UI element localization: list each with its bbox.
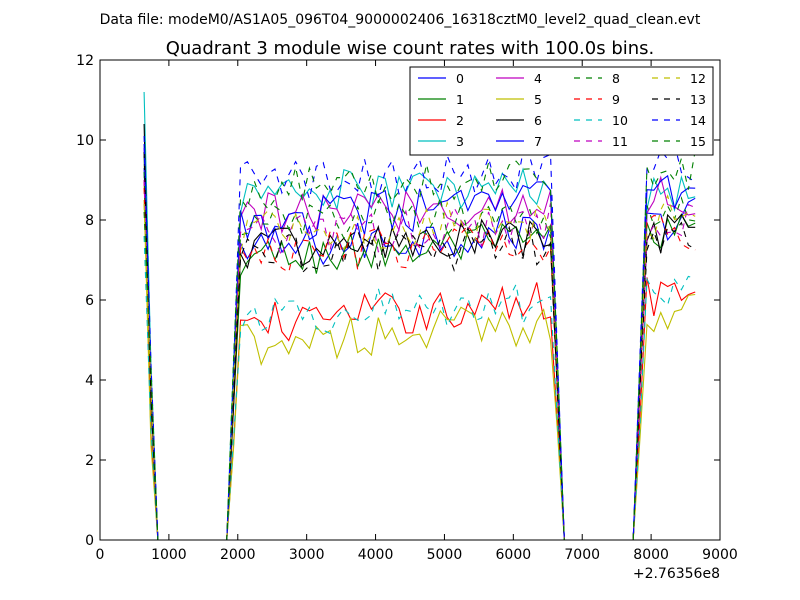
x-tick-label: 2000 — [220, 547, 256, 563]
x-offset-label: +2.76356e8 — [633, 566, 720, 582]
series-line-13 — [143, 151, 696, 540]
series-line-7 — [143, 143, 696, 540]
x-tick-label: 6000 — [496, 547, 532, 563]
x-tick-label: 5000 — [427, 547, 463, 563]
legend-label: 3 — [456, 134, 464, 149]
x-tick-label: 3000 — [289, 547, 325, 563]
series-line-14 — [143, 135, 696, 540]
legend-label: 0 — [456, 71, 464, 86]
x-tick-label: 7000 — [564, 547, 600, 563]
axes: 0 1000 2000 3000 4000 5000 6000 7000 8000 9000 0 2 4… — [76, 53, 738, 563]
y-tick-label: 6 — [85, 293, 94, 309]
y-tick-label: 8 — [85, 213, 94, 229]
series-line-5 — [143, 199, 696, 540]
series-line-9 — [143, 187, 696, 540]
y-tick-label: 4 — [85, 373, 94, 389]
plot-area — [143, 91, 696, 540]
legend-label: 1 — [456, 92, 464, 107]
legend-label: 13 — [690, 92, 706, 107]
series-line-8 — [143, 171, 696, 540]
series-line-3 — [143, 91, 696, 540]
y-tick-label: 2 — [85, 453, 94, 469]
legend-label: 12 — [690, 71, 706, 86]
legend-label: 15 — [690, 134, 706, 149]
x-tick-label: 1000 — [151, 547, 187, 563]
y-tick-label: 12 — [76, 53, 94, 69]
suptitle: Data file: modeM0/AS1A05_096T04_90000024… — [100, 12, 701, 28]
chart-title: Quadrant 3 module wise count rates with … — [166, 38, 655, 59]
series-line-15 — [143, 150, 696, 540]
legend-label: 4 — [534, 71, 542, 86]
series-line-6 — [143, 123, 696, 540]
series-line-10 — [143, 235, 696, 540]
legend-box — [409, 66, 714, 156]
legend-label: 10 — [612, 113, 628, 128]
x-tick-label: 4000 — [358, 547, 394, 563]
legend-label: 9 — [612, 92, 620, 107]
x-tick-label: 0 — [96, 547, 105, 563]
y-tick-label: 10 — [76, 133, 94, 149]
legend-label: 11 — [612, 134, 628, 149]
x-tick-label: 9000 — [702, 547, 738, 563]
legend-label: 14 — [690, 113, 706, 128]
legend-label: 7 — [534, 134, 542, 149]
x-tick-label: 8000 — [633, 547, 669, 563]
legend-label: 6 — [534, 113, 542, 128]
legend-label: 8 — [612, 71, 620, 86]
series-line-12 — [143, 194, 696, 540]
y-tick-label: 0 — [85, 533, 94, 549]
legend-label: 2 — [456, 113, 464, 128]
series-line-1 — [143, 155, 696, 540]
legend-label: 5 — [534, 92, 542, 107]
series-line-4 — [143, 147, 696, 540]
